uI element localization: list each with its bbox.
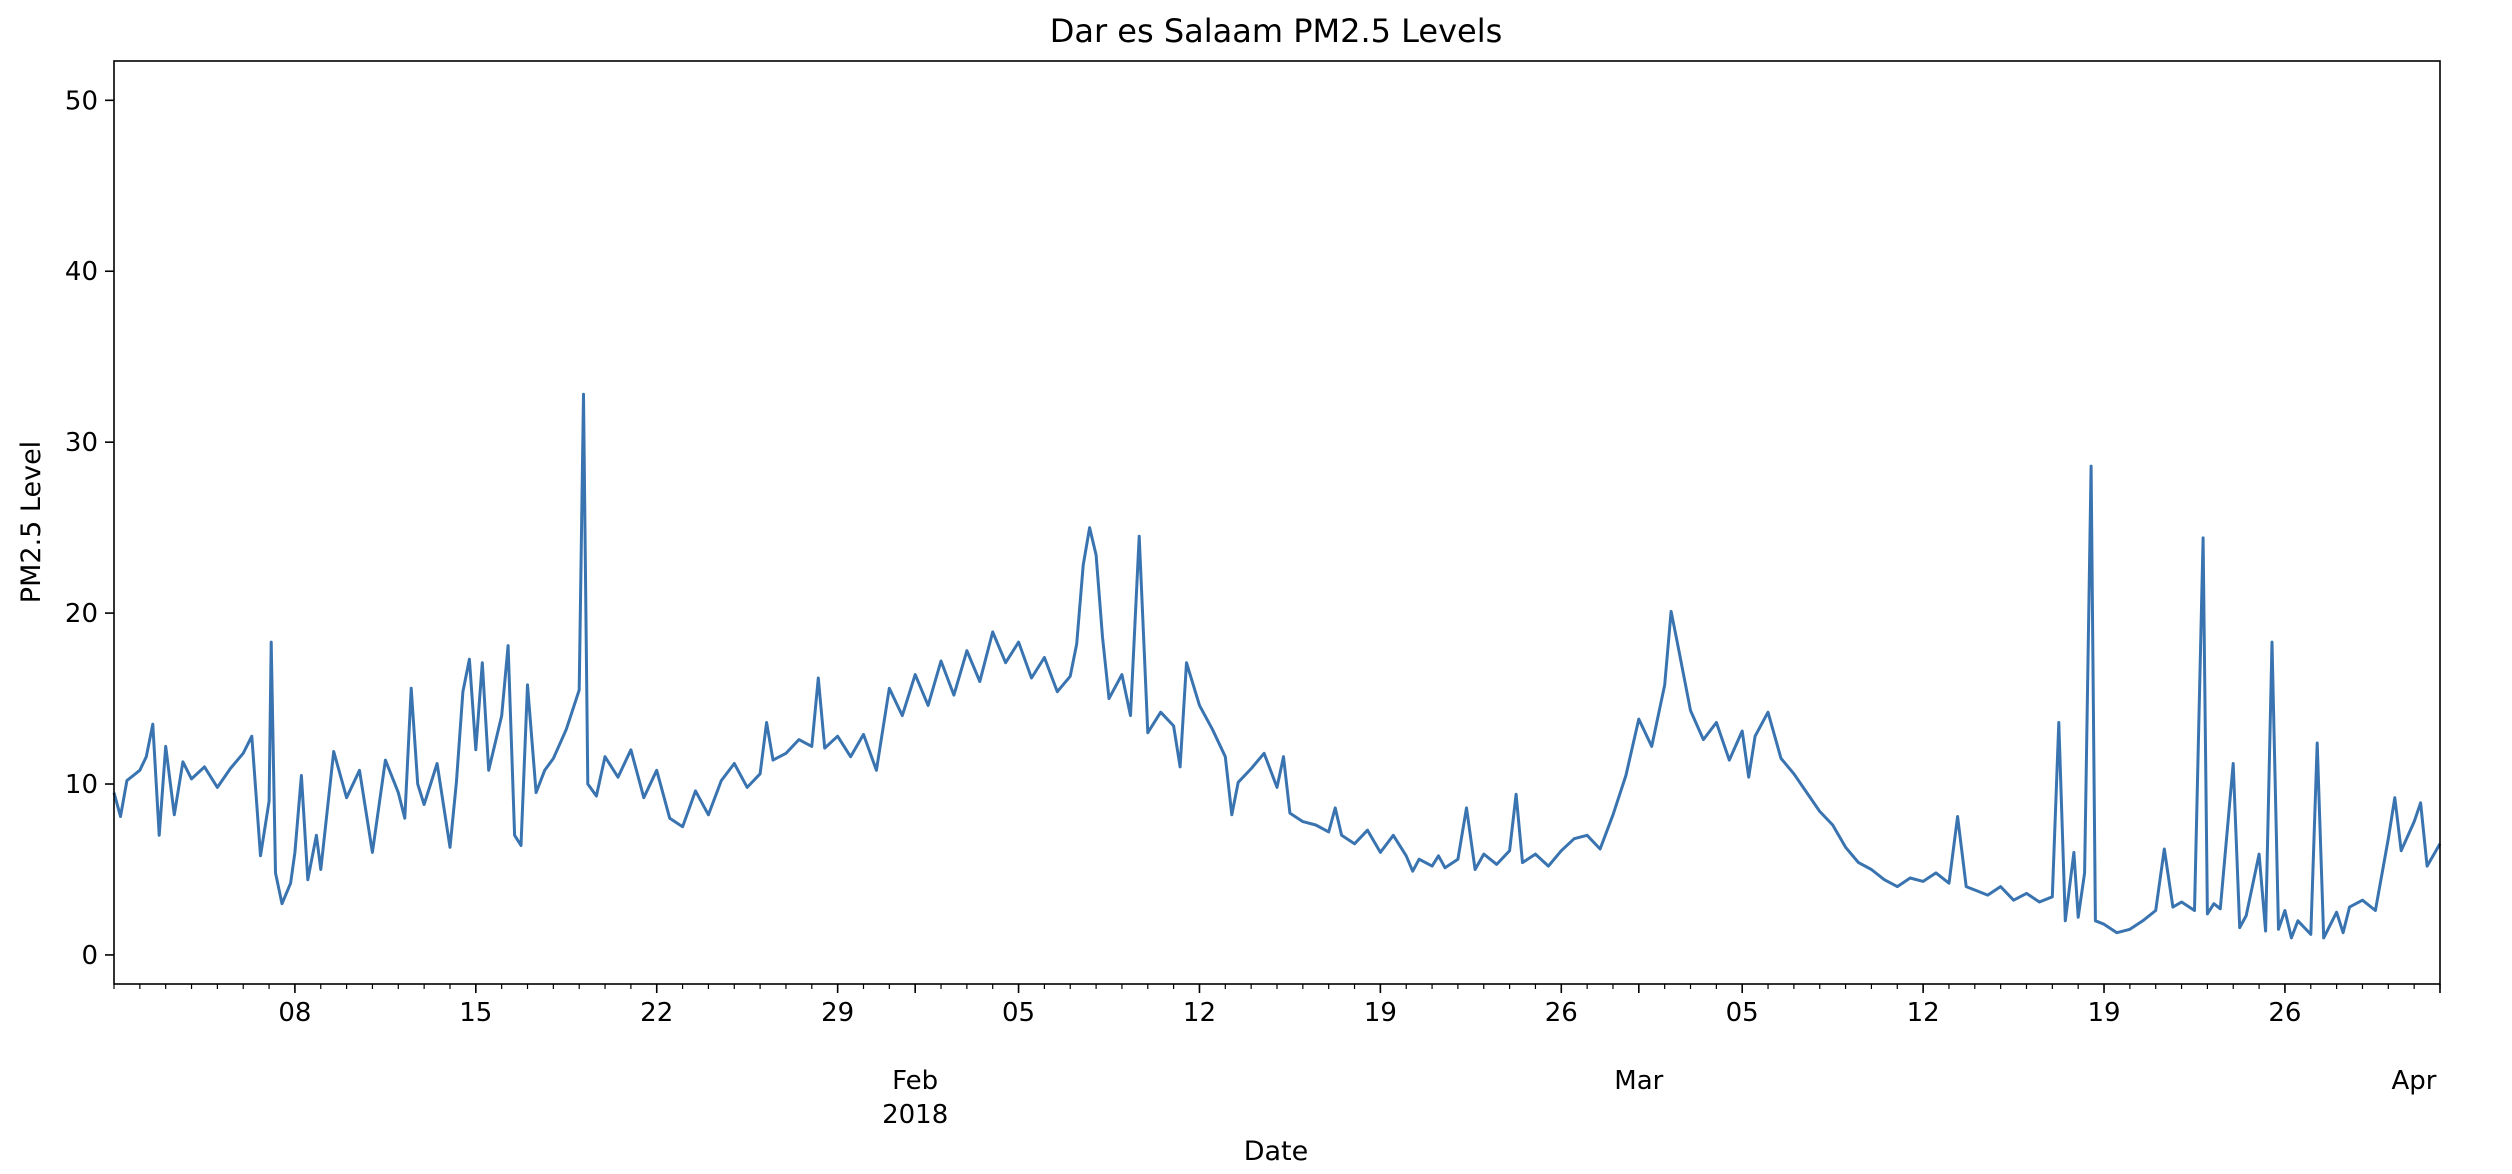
y-tick-label: 30 (65, 428, 98, 458)
x-tick-label: 08 (278, 998, 311, 1028)
x-tick-label: 19 (1364, 998, 1397, 1028)
x-tick-label: 05 (1002, 998, 1035, 1028)
y-tick-label: 20 (65, 599, 98, 629)
x-tick-label: 19 (2087, 998, 2120, 1028)
y-tick-label: 10 (65, 770, 98, 800)
x-tick-label: 12 (1907, 998, 1940, 1028)
x-tick-label: 26 (2268, 998, 2301, 1028)
x-tick-label: 29 (821, 998, 854, 1028)
y-axis: 0 10 20 30 40 50 (65, 86, 114, 971)
x-tick-label: 12 (1183, 998, 1216, 1028)
y-tick-label: 40 (65, 257, 98, 287)
series-line-0 (112, 392, 2442, 940)
series-layer (112, 392, 2442, 940)
x-month-label: Mar (1614, 1066, 1663, 1096)
x-month-label: Feb (892, 1066, 938, 1096)
chart-title: Dar es Salaam PM2.5 Levels (1050, 12, 1503, 50)
x-tick-label: 26 (1545, 998, 1578, 1028)
x-tick-label: 15 (459, 998, 492, 1028)
x-axis-label: Date (1244, 1136, 1309, 1167)
y-tick-label: 0 (81, 941, 98, 971)
y-tick-label: 50 (65, 86, 98, 116)
x-axis: 08 15 22 29 05 12 19 26 05 12 19 26 Feb 2018 Mar Apr (113, 984, 2441, 1130)
x-tick-label: 05 (1726, 998, 1759, 1028)
y-axis-label: PM2.5 Level (16, 441, 47, 603)
x-tick-label: 22 (640, 998, 673, 1028)
x-year-label: 2018 (882, 1100, 948, 1130)
x-month-label: Apr (2392, 1066, 2437, 1096)
